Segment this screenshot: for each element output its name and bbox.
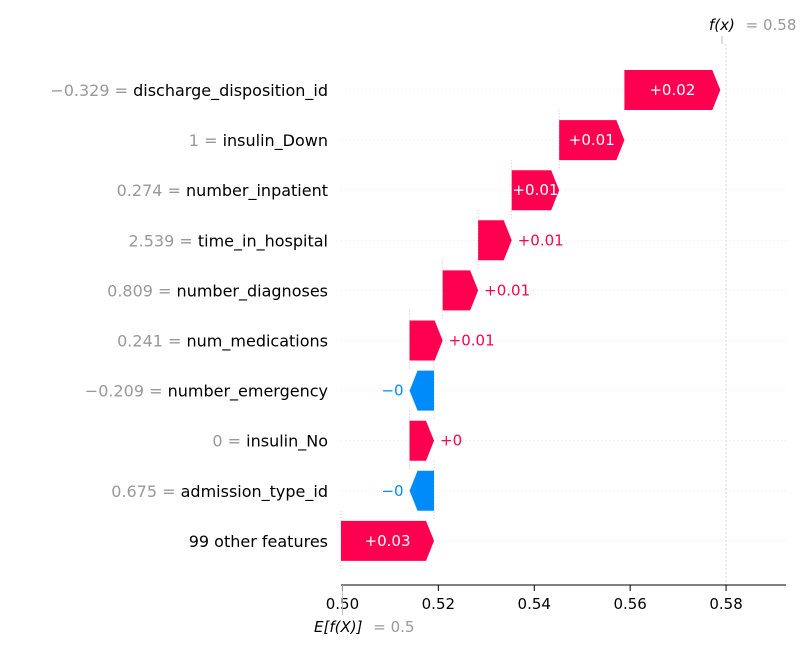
bar-value-label: +0.02 (649, 81, 695, 99)
bar-value-label: −0 (381, 482, 403, 500)
x-tick-label: 0.52 (422, 595, 455, 613)
feature-name: number_emergency (168, 382, 328, 402)
feature-value: 1 = (189, 131, 223, 150)
feature-value: 0 = (212, 432, 246, 451)
feature-label: 0.675 = admission_type_id (111, 482, 328, 502)
x-tick-label: 0.56 (613, 595, 646, 613)
x-tick-label: 0.54 (518, 595, 551, 613)
waterfall-bar (409, 320, 443, 361)
feature-name: admission_type_id (181, 482, 328, 502)
feature-name: insulin_Down (223, 131, 328, 151)
feature-label: 1 = insulin_Down (189, 131, 328, 151)
feature-value: −0.209 = (85, 382, 168, 401)
feature-value: 0.241 = (117, 332, 186, 351)
bar-value-label: +0.03 (365, 532, 411, 550)
waterfall-bar (442, 270, 479, 311)
bar-value-label: +0.01 (484, 281, 530, 299)
feature-value: 0.675 = (111, 482, 180, 501)
feature-value: 2.539 = (128, 231, 197, 250)
feature-label: 0.809 = number_diagnoses (107, 281, 328, 301)
waterfall-bar (478, 220, 512, 261)
bars-layer (341, 70, 721, 561)
bar-value-label: +0.01 (569, 131, 615, 149)
bar-value-label: +0.01 (518, 231, 564, 249)
base-label-name: E[f(X)] (314, 618, 363, 636)
feature-label: 0.274 = number_inpatient (117, 181, 328, 201)
bar-value-label: −0 (381, 382, 403, 400)
feature-name: number_diagnoses (177, 281, 328, 301)
bar-value-label: +0 (440, 432, 462, 450)
feature-label: 99 other features (189, 532, 328, 551)
feature-value: 0.274 = (117, 181, 186, 200)
feature-name: discharge_disposition_id (133, 81, 328, 101)
feature-name: number_inpatient (186, 181, 328, 201)
waterfall-bar (341, 520, 435, 561)
waterfall-bar (409, 470, 435, 511)
feature-name: 99 other features (189, 532, 328, 551)
feature-name: num_medications (187, 332, 328, 352)
feature-value: 0.809 = (107, 281, 176, 300)
ticks-layer: 0.50 0.52 0.54 0.56 0.58 (326, 585, 743, 615)
x-tick-label: 0.58 (709, 595, 742, 613)
base-value-label: E[f(X)] = 0.5 (314, 618, 414, 636)
output-value-label: f(x) = 0.58 (709, 16, 796, 34)
feature-label: −0.329 = discharge_disposition_id (50, 81, 328, 101)
waterfall-bar (624, 70, 721, 110)
base-label-value: = 0.5 (373, 618, 414, 636)
bar-value-label: +0.01 (449, 332, 495, 350)
feature-name: time_in_hospital (198, 231, 328, 251)
waterfall-bar (511, 170, 560, 211)
labels-layer: −0.329 = discharge_disposition_id +0.02 1 … (50, 81, 695, 551)
waterfall-bar (409, 420, 435, 461)
feature-name: insulin_No (246, 432, 328, 452)
waterfall-bar (559, 120, 625, 161)
feature-label: 0.241 = num_medications (117, 332, 328, 352)
output-label-name: f(x) (709, 16, 735, 34)
waterfall-bar (409, 370, 435, 411)
feature-value: −0.329 = (50, 81, 133, 100)
feature-label: −0.209 = number_emergency (85, 382, 328, 402)
bar-value-label: +0.01 (512, 181, 558, 199)
feature-label: 0 = insulin_No (212, 432, 328, 452)
output-label-value: = 0.58 (746, 16, 797, 34)
feature-label: 2.539 = time_in_hospital (128, 231, 328, 251)
